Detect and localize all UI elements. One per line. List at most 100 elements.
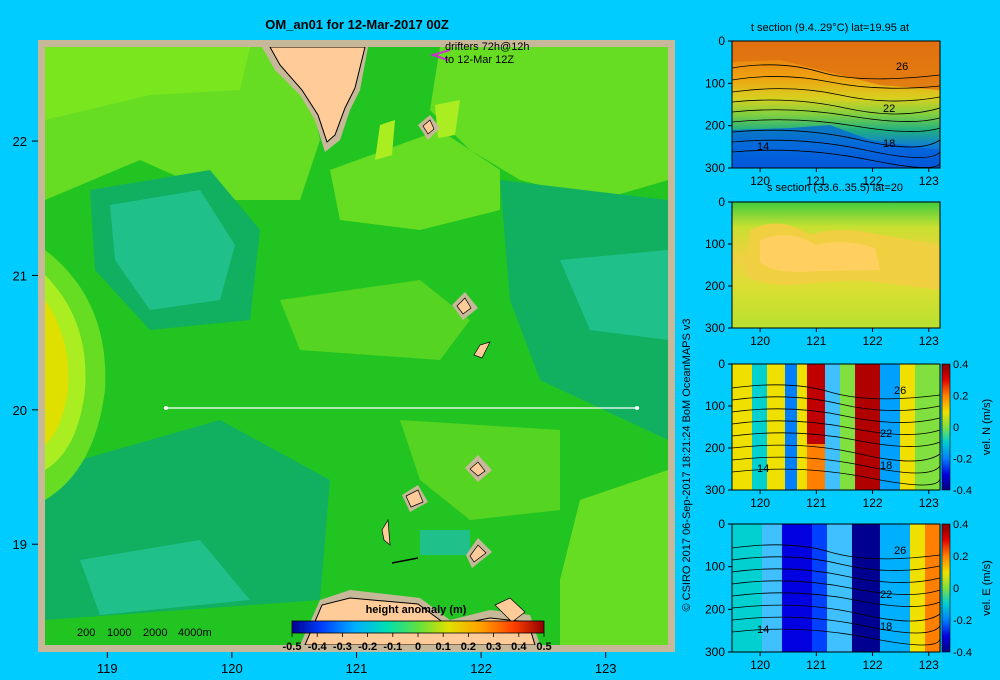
section-y-tick-label: 0 (718, 357, 725, 371)
map-y-tick-label: 20 (13, 403, 27, 418)
height-colorbar (291, 620, 545, 634)
svg-text:18: 18 (883, 138, 895, 150)
section-x-tick-label: 121 (806, 334, 826, 348)
svg-text:14: 14 (757, 463, 769, 475)
vel-colorbar-tick-label: -0.4 (953, 485, 972, 497)
colorbar-tick-label: 0 (415, 641, 421, 653)
section-x-tick-label: 121 (806, 174, 826, 188)
t-section-contour-labels: 26 22 18 14 (757, 61, 908, 153)
section-x-tick-label: 120 (750, 496, 770, 510)
colorbar-title: height anomaly (m) (366, 604, 467, 616)
vel-colorbar-tick-label: 0.2 (953, 551, 968, 563)
section-y-tick-label: 100 (705, 76, 725, 90)
svg-text:18: 18 (880, 621, 892, 633)
colorbar-tick-label: -0.3 (333, 641, 352, 653)
vel-e-plot (731, 524, 941, 652)
vel-colorbar-tick-label: -0.2 (953, 615, 972, 627)
map-x-tick-label: 121 (346, 661, 368, 676)
vel-n-colorbar (941, 363, 951, 491)
colorbar-tick-label: 0.4 (511, 641, 527, 653)
section-y-tick-label: 100 (705, 399, 725, 413)
section-y-tick-label: 200 (705, 279, 725, 293)
section-x-tick-label: 121 (806, 658, 826, 672)
svg-text:1000: 1000 (107, 627, 131, 639)
svg-text:26: 26 (894, 545, 906, 557)
svg-text:2000: 2000 (143, 627, 167, 639)
section-y-tick-label: 100 (705, 237, 725, 251)
vel-colorbar-tick-label: -0.2 (953, 454, 972, 466)
t-section-plot (731, 41, 941, 168)
map-x-tick-label: 119 (97, 661, 118, 676)
vel-colorbar-tick-label: 0.4 (953, 359, 968, 371)
colorbar-tick-label: -0.1 (383, 641, 402, 653)
svg-text:22: 22 (880, 428, 892, 440)
map-y-ticks: 22 21 20 19 (13, 134, 38, 552)
section-y-tick-label: 100 (705, 560, 725, 574)
section-y-tick-label: 300 (705, 321, 725, 335)
map-x-tick-label: 120 (221, 661, 243, 676)
svg-text:22: 22 (883, 103, 895, 115)
vel-e-colorbar (941, 523, 951, 653)
section-y-tick-label: 200 (705, 441, 725, 455)
map-y-tick-label: 19 (13, 537, 27, 552)
section-x-tick-label: 122 (863, 658, 883, 672)
section-x-tick-label: 120 (750, 658, 770, 672)
vel-e-colorbar-label: vel. E (m/s) (981, 560, 993, 616)
map-field (45, 47, 668, 645)
svg-text:14: 14 (757, 141, 769, 153)
section-line (164, 406, 639, 410)
svg-text:26: 26 (896, 61, 908, 73)
section-x-tick-label: 123 (919, 496, 939, 510)
section-x-tick-label: 123 (919, 658, 939, 672)
depth-legend: 200 1000 2000 4000m (77, 627, 212, 639)
section-x-tick-label: 122 (863, 334, 883, 348)
section-y-tick-label: 200 (705, 602, 725, 616)
s-section-plot (732, 202, 940, 328)
drifter-arrow-icon (429, 49, 451, 61)
section-x-tick-label: 122 (863, 496, 883, 510)
colorbar-tick-label: -0.4 (308, 641, 328, 653)
section-x-tick-label: 122 (863, 174, 883, 188)
vel-colorbar-tick-label: 0.4 (953, 519, 968, 531)
vel-n-colorbar-label: vel. N (m/s) (981, 399, 993, 455)
vel-e-colorbar-ticks: 0.4 0.2 0 -0.2 -0.4 (953, 519, 972, 659)
colorbar-tick-label: 0.2 (461, 641, 476, 653)
drifter-label-1: drifters 72h@12h (445, 41, 530, 53)
svg-text:22: 22 (880, 589, 892, 601)
islands (381, 115, 526, 623)
t-section-frame (731, 40, 941, 169)
map-y-tick-label: 21 (13, 268, 27, 283)
svg-text:14: 14 (757, 624, 769, 636)
vel-n-colorbar-ticks: 0.4 0.2 0 -0.2 -0.4 (953, 359, 972, 497)
vel-n-contour-labels: 26 22 18 14 (757, 385, 906, 475)
vel-n-frame (731, 363, 941, 491)
svg-text:26: 26 (894, 385, 906, 397)
svg-text:200: 200 (77, 627, 95, 639)
map-x-ticks: 119 120 121 122 123 (97, 652, 617, 676)
section-x-tick-label: 120 (750, 334, 770, 348)
t-section-title: t section (9.4..29°C) lat=19.95 at (751, 22, 909, 34)
map-x-tick-label: 123 (595, 661, 617, 676)
vel-colorbar-tick-label: -0.4 (953, 647, 972, 659)
section-y-tick-label: 200 (705, 119, 725, 133)
vel-e-frame (731, 523, 941, 653)
svg-text:18: 18 (880, 460, 892, 472)
vel-e-contour-labels: 26 22 18 14 (757, 545, 906, 636)
s-section-title: s section (33.6..35.5) lat=20 (767, 182, 903, 194)
section-y-tick-label: 300 (705, 645, 725, 659)
section-y-tick-label: 0 (718, 517, 725, 531)
colorbar-tick-label: 0.5 (536, 641, 551, 653)
section-x-tick-label: 123 (919, 174, 939, 188)
map-x-tick-label: 122 (470, 661, 492, 676)
s-section-frame (731, 201, 941, 329)
map-y-tick-label: 22 (13, 134, 27, 149)
vel-n-plot (731, 364, 941, 490)
colorbar-tick-label: 0.1 (436, 641, 451, 653)
credit-text: © CSIRO 2017 06-Sep-2017 18:21:24 BoM Oc… (681, 318, 693, 611)
colorbar-tick-label: -0.2 (358, 641, 377, 653)
section-y-tick-label: 0 (718, 195, 725, 209)
vel-n-axes: 120 121 122 123 0 100 200 300 (705, 357, 939, 510)
section-x-tick-label: 120 (750, 174, 770, 188)
vel-colorbar-tick-label: 0 (953, 583, 959, 595)
